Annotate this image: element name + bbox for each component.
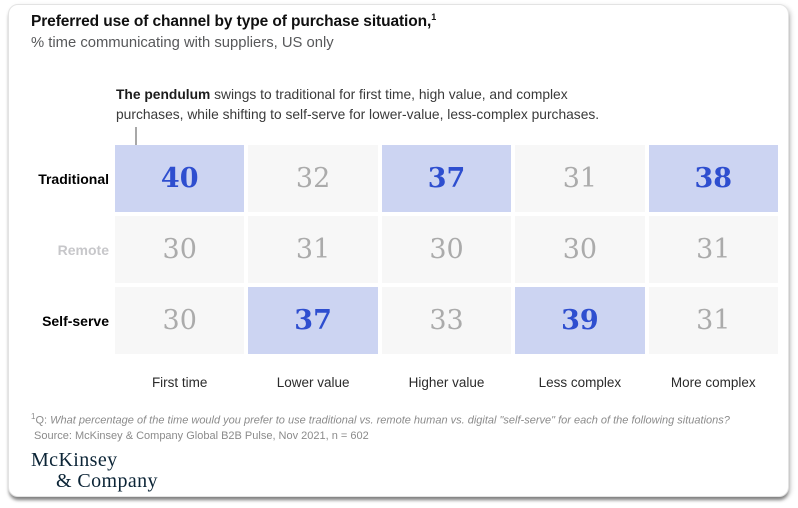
heatmap-cell-traditional-higher-value: 37 xyxy=(381,145,512,212)
column-label-higher-value: Higher value xyxy=(408,375,485,390)
row-label-self-serve: Self-serve xyxy=(42,312,109,329)
heatmap-cell-traditional-lower-value: 32 xyxy=(248,145,378,212)
heatmap-cell-remote-less-complex: 30 xyxy=(515,216,645,283)
logo-line-2: & Company xyxy=(56,470,158,492)
heatmap-corner-spacer xyxy=(31,358,111,394)
column-label-less-complex: Less complex xyxy=(538,375,622,390)
heatmap-cell-remote-more-complex: 31 xyxy=(648,216,778,283)
row-label-traditional: Traditional xyxy=(38,170,109,187)
heatmap-cell-remote-lower-value: 31 xyxy=(248,216,378,283)
page-subtitle: % time communicating with suppliers, US … xyxy=(31,35,334,51)
heatmap-cell-self-serve-less-complex: 39 xyxy=(515,287,645,354)
heatmap-cell-traditional-first-time: 40 xyxy=(115,145,245,212)
heatmap-cell-remote-first-time: 30 xyxy=(115,216,245,283)
heatmap-cell-traditional-less-complex: 31 xyxy=(515,145,645,212)
heatmap-cell-self-serve-higher-value: 33 xyxy=(381,287,512,354)
footnote-question-text: What percentage of the time would you pr… xyxy=(50,414,730,427)
mckinsey-logo: McKinsey & Company xyxy=(31,450,158,492)
page-title: Preferred use of channel by type of purc… xyxy=(31,12,437,31)
title-footnote-marker: 1 xyxy=(431,12,437,22)
footnote-marker: 1 xyxy=(31,412,36,421)
footnote-source: Source: McKinsey & Company Global B2B Pu… xyxy=(34,429,369,442)
column-label-lower-value: Lower value xyxy=(276,375,350,390)
column-label-more-complex: More complex xyxy=(670,375,756,390)
annotation-body: swings to traditional for first time, hi… xyxy=(116,87,600,122)
footnote: 1Q: What percentage of the time would yo… xyxy=(31,409,771,444)
logo-line-1: McKinsey xyxy=(31,449,118,471)
heatmap-cell-remote-higher-value: 30 xyxy=(381,216,512,283)
column-label-first-time: First time xyxy=(151,375,208,390)
heatmap-cell-self-serve-first-time: 30 xyxy=(115,287,245,354)
annotation-lead: The pendulum xyxy=(116,87,211,102)
footnote-question: 1Q: What percentage of the time would yo… xyxy=(31,412,730,427)
heatmap-cell-traditional-more-complex: 38 xyxy=(648,145,778,212)
chart-card: Preferred use of channel by type of purc… xyxy=(8,4,789,497)
annotation-text: The pendulum swings to traditional for f… xyxy=(116,85,628,124)
heatmap: Traditional 40 32 37 31 38 Remote 30 31 30 30 31 Sel… xyxy=(31,145,778,394)
row-label-remote: Remote xyxy=(57,241,109,258)
heatmap-cell-self-serve-more-complex: 31 xyxy=(648,287,778,354)
heatmap-cell-self-serve-lower-value: 37 xyxy=(248,287,378,354)
